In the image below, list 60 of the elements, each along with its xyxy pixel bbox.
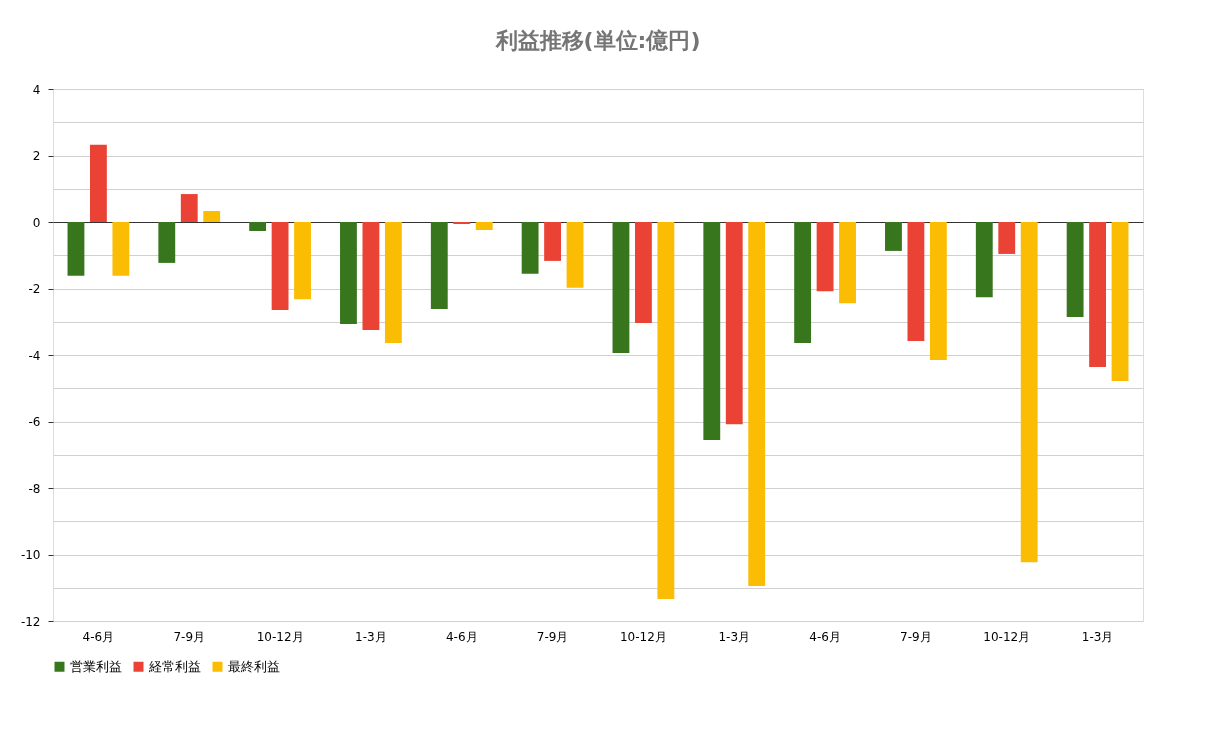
y-tick-label: -8 — [28, 481, 41, 496]
bar — [725, 222, 743, 425]
bar — [612, 222, 630, 354]
y-tick-label: -2 — [28, 282, 41, 296]
x-tick-label: 4-6月 — [445, 629, 478, 644]
bar — [67, 222, 85, 276]
x-tick-label: 10-12月 — [256, 629, 304, 644]
legend-label: 最終利益 — [228, 658, 280, 674]
x-tick-label: 7-9月 — [900, 629, 932, 644]
bar — [1089, 222, 1107, 367]
bar — [271, 222, 289, 311]
bar — [703, 222, 721, 441]
x-tick-label: 10-12月 — [983, 629, 1031, 644]
x-tick-label: 4-6月 — [82, 629, 115, 644]
bar — [430, 222, 448, 310]
bar — [885, 222, 902, 251]
x-tick-label: 1-3月 — [355, 629, 387, 644]
bar — [521, 222, 539, 274]
x-tick-label: 7-9月 — [536, 629, 569, 644]
x-tick-label: 1-3月 — [718, 629, 751, 644]
y-tick-label: -10 — [20, 548, 41, 562]
bar — [89, 144, 107, 222]
bar — [975, 222, 993, 298]
bar — [907, 222, 925, 342]
chart-title: 利益推移(単位:億円) — [494, 28, 701, 53]
bar — [929, 222, 947, 360]
bar — [158, 222, 176, 263]
bar — [998, 222, 1016, 254]
bar — [112, 222, 130, 276]
bar — [249, 222, 267, 231]
x-tick-label: 7-9月 — [173, 629, 206, 644]
x-tick-label: 10-12月 — [619, 629, 667, 644]
y-tick-label: 4 — [32, 82, 41, 97]
legend-label: 営業利益 — [70, 658, 122, 674]
bar — [475, 222, 493, 230]
bar — [816, 222, 834, 292]
bar — [294, 222, 311, 300]
bar — [384, 222, 402, 344]
bar — [566, 222, 584, 288]
bar — [1020, 222, 1038, 563]
y-tick-label: 2 — [32, 149, 41, 163]
bar — [1111, 222, 1129, 381]
bar — [794, 222, 812, 344]
bar — [1066, 222, 1084, 318]
bar — [203, 211, 221, 222]
y-tick-label: -4 — [28, 348, 41, 363]
bar — [634, 222, 652, 324]
bar — [180, 194, 198, 222]
bar — [340, 222, 357, 325]
bar — [544, 222, 562, 261]
bar — [362, 222, 380, 331]
bar — [657, 222, 675, 600]
legend-label: 経常利益 — [148, 658, 201, 674]
x-tick-label: 1-3月 — [1081, 629, 1114, 644]
x-tick-label: 4-6月 — [809, 629, 841, 644]
y-tick-label: -6 — [28, 415, 41, 429]
y-tick-label: 0 — [32, 215, 41, 230]
y-tick-label: -12 — [20, 614, 41, 629]
bar — [748, 222, 766, 587]
bar — [839, 222, 856, 304]
